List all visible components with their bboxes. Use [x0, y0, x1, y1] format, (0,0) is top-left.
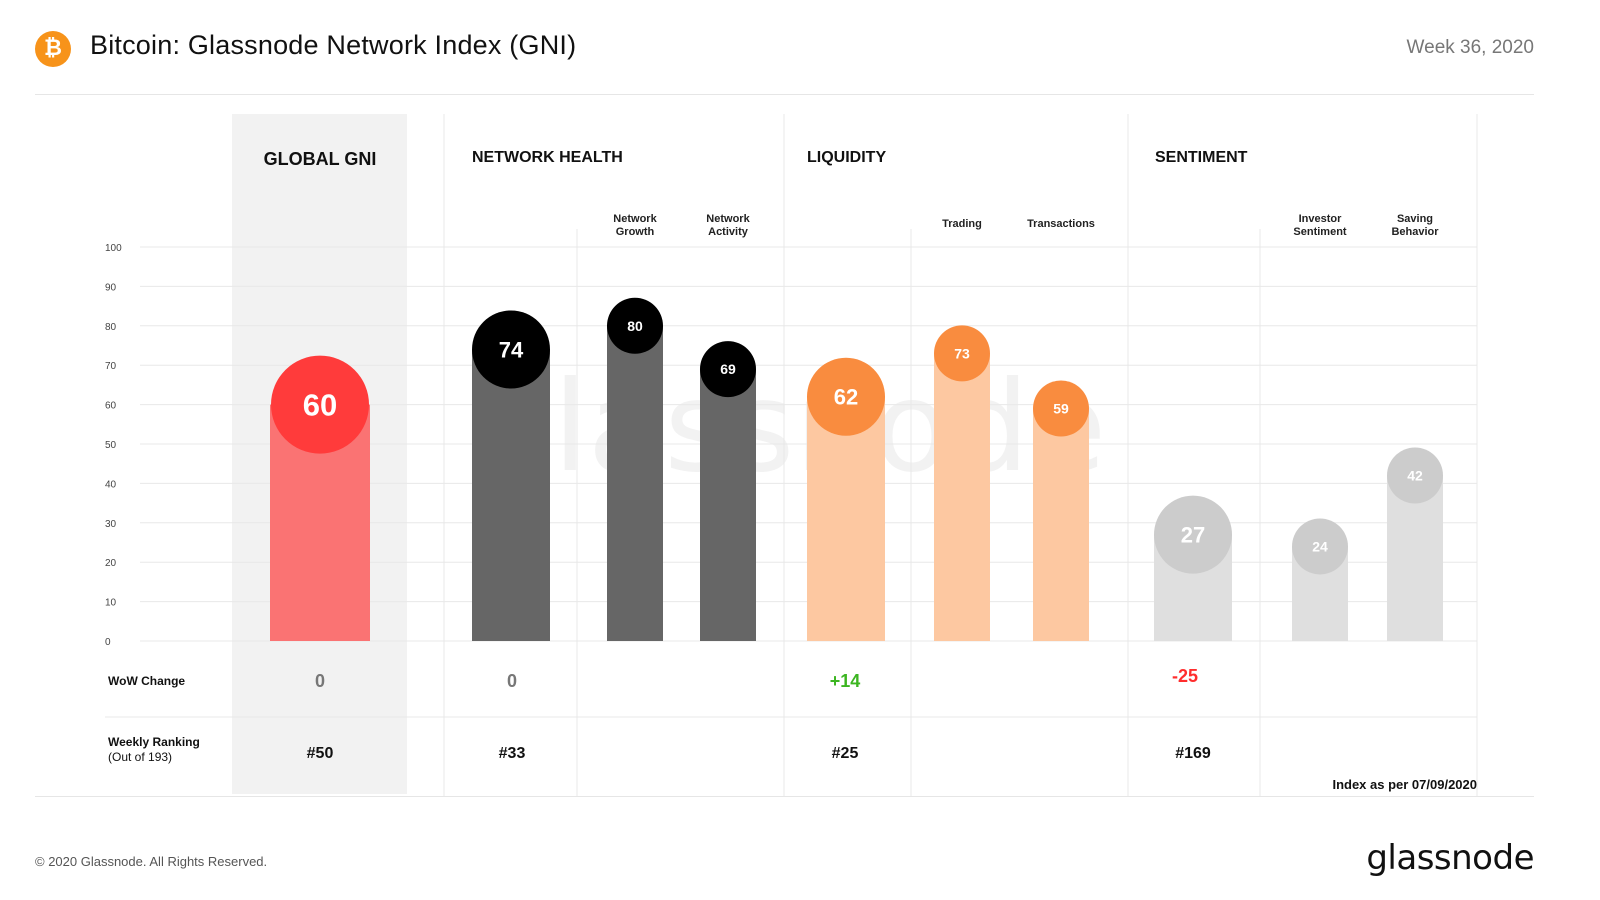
liquidity-bar-1 — [934, 353, 990, 641]
network-health-value-2: 69 — [720, 361, 736, 377]
header: ₿ Bitcoin: Glassnode Network Index (GNI)… — [0, 0, 1600, 100]
liquidity-heading: LIQUIDITY — [807, 149, 886, 166]
network-health-bar-0 — [472, 349, 550, 641]
network-health-value-1: 80 — [627, 318, 643, 334]
network-health-sublabel-1: Network — [613, 213, 657, 225]
sentiment-bubble-1 — [1292, 518, 1348, 575]
weekly-ranking-sub: (Out of 193) — [108, 750, 173, 764]
sentiment-sublabel-1: Sentiment — [1293, 226, 1347, 238]
global-gni-bubble-0 — [271, 355, 369, 454]
network-health-sublabel-2: Network — [706, 213, 750, 225]
y-tick-label: 100 — [105, 243, 122, 254]
liquidity-sublabel-1: Trading — [942, 218, 982, 230]
wow-change-label: WoW Change — [108, 674, 186, 688]
watermark: glassnode — [474, 355, 1107, 500]
bitcoin-logo-icon: ₿ — [35, 31, 71, 67]
sentiment-sublabel-1: Investor — [1299, 213, 1343, 225]
global-gni-value-0: 60 — [303, 388, 337, 423]
liquidity-wow-change: +14 — [830, 671, 861, 691]
network-health-value-0: 74 — [499, 337, 524, 362]
sentiment-value-2: 42 — [1407, 468, 1423, 484]
liquidity-ranking: #25 — [832, 745, 859, 762]
network-health-bubble-0 — [472, 310, 550, 389]
network-health-bar-2 — [700, 369, 756, 641]
global-gni-wow-change: 0 — [315, 671, 325, 691]
copyright: © 2020 Glassnode. All Rights Reserved. — [35, 854, 268, 869]
liquidity-bubble-0 — [807, 357, 885, 436]
sentiment-heading: SENTIMENT — [1155, 149, 1248, 166]
liquidity-value-2: 59 — [1053, 401, 1069, 417]
network-health-wow-change: 0 — [507, 671, 517, 691]
footer-divider — [35, 796, 1534, 797]
network-health-ranking: #33 — [499, 745, 526, 762]
liquidity-sublabel-2: Transactions — [1027, 218, 1095, 230]
index-date: Index as per 07/09/2020 — [1332, 777, 1477, 792]
y-tick-label: 70 — [105, 361, 117, 372]
network-health-heading: NETWORK HEALTH — [472, 149, 623, 166]
y-tick-label: 0 — [105, 637, 111, 648]
global-gni-heading: GLOBAL GNI — [264, 149, 377, 169]
network-health-sublabel-2: Activity — [708, 226, 749, 238]
liquidity-bubble-1 — [934, 325, 990, 382]
sentiment-sublabel-2: Behavior — [1391, 226, 1439, 238]
liquidity-bubble-2 — [1033, 380, 1089, 437]
liquidity-bar-2 — [1033, 408, 1089, 641]
network-health-bubble-1 — [607, 297, 663, 354]
glassnode-logo: glassnode — [1366, 838, 1534, 878]
sentiment-value-1: 24 — [1312, 538, 1328, 554]
sentiment-bubble-2 — [1387, 447, 1443, 504]
header-divider — [35, 94, 1534, 95]
liquidity-value-1: 73 — [954, 345, 970, 361]
page-title: Bitcoin: Glassnode Network Index (GNI) — [90, 30, 577, 60]
y-tick-label: 60 — [105, 401, 117, 412]
y-tick-label: 20 — [105, 558, 117, 569]
network-health-sublabel-1: Growth — [616, 226, 655, 238]
sentiment-bubble-0 — [1154, 495, 1232, 574]
liquidity-bar-0 — [807, 396, 885, 641]
weekly-ranking-label: Weekly Ranking — [108, 735, 200, 749]
global-gni-ranking: #50 — [307, 745, 334, 762]
y-tick-label: 10 — [105, 598, 117, 609]
y-tick-label: 80 — [105, 322, 117, 333]
network-health-bar-1 — [607, 325, 663, 641]
sentiment-wow-change: -25 — [1172, 666, 1198, 686]
network-health-bubble-2 — [700, 341, 756, 398]
y-tick-label: 50 — [105, 440, 117, 451]
y-tick-label: 40 — [105, 479, 117, 490]
y-tick-label: 90 — [105, 282, 117, 293]
y-tick-label: 30 — [105, 519, 117, 530]
week-label: Week 36, 2020 — [1406, 37, 1534, 58]
sentiment-value-0: 27 — [1181, 523, 1205, 548]
sentiment-ranking: #169 — [1175, 745, 1211, 762]
sentiment-sublabel-2: Saving — [1397, 213, 1433, 225]
liquidity-value-0: 62 — [834, 385, 858, 410]
